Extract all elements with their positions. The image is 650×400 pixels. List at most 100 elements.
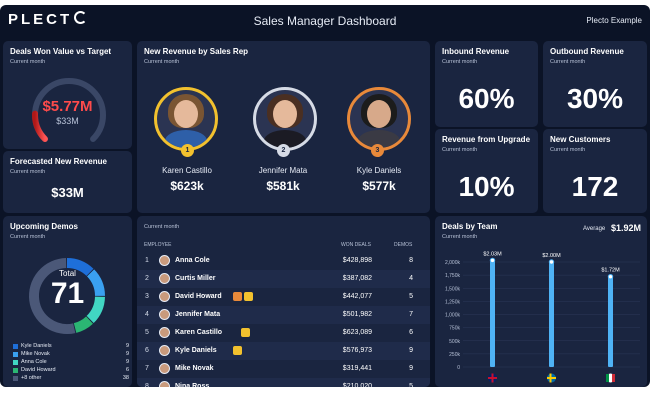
deals-won-value: $5.77M: [42, 98, 93, 115]
table-row[interactable]: 3 David Howard $442,077 5: [137, 288, 430, 306]
avatar: [159, 363, 170, 374]
avatar: [159, 381, 170, 387]
card-title: Upcoming Demos: [10, 222, 79, 231]
row-rank: 3: [145, 293, 149, 300]
legend-item: David Howard 6: [13, 367, 129, 374]
row-demos: 5: [409, 293, 413, 300]
average-value: $1.92M: [611, 223, 642, 233]
row-won-deals: $428,898: [342, 257, 372, 264]
y-tick-label: 1,500k: [445, 286, 461, 292]
y-tick-label: 500k: [449, 339, 460, 345]
tenant-name[interactable]: Plecto Example: [586, 16, 642, 25]
bar-1: [549, 262, 554, 367]
y-tick-label: 1,250k: [445, 299, 461, 305]
row-name: Jennifer Mata: [175, 311, 221, 318]
table-row[interactable]: 7 Mike Novak $319,441 9: [137, 360, 430, 378]
bar-data-label-1: $2.00M: [542, 253, 561, 259]
forecast-value: $33M: [51, 185, 84, 200]
legend-value: 9: [125, 343, 129, 349]
country-flag-icon-2: Italy: [606, 373, 615, 383]
card-subtitle: Current month: [442, 234, 478, 240]
table-row[interactable]: 2 Curtis Miller $387,082 4: [137, 270, 430, 288]
legend-swatch: [13, 344, 18, 349]
country-flag-icon-0: United Kingdom: [488, 373, 497, 383]
avatar: [159, 309, 170, 320]
forecast-card[interactable]: Forecasted New Revenue Current month $33…: [3, 151, 132, 213]
donut-slice-2: [86, 296, 105, 324]
rep-name-2: Jennifer Mata: [258, 166, 308, 175]
table-row[interactable]: 6 Kyle Daniels $576,973 9: [137, 342, 430, 360]
inbound-card[interactable]: Inbound Revenue Current month 60%: [435, 41, 538, 127]
country-flag-icon-1: Sweden: [547, 373, 556, 383]
deals-by-team-card[interactable]: Deals by Team Current month Average $1.9…: [435, 216, 647, 387]
demos-total-label: Total: [59, 269, 76, 278]
row-demos: 6: [409, 329, 413, 336]
bar-marker-1: [548, 259, 555, 265]
legend-name: David Howard: [21, 367, 56, 373]
rep-avatar-1: [154, 87, 218, 151]
donut-slice-0: [66, 258, 94, 277]
rep-value-1: $623k: [170, 179, 204, 193]
card-title: New Customers: [550, 135, 611, 144]
demos-total: 71: [50, 277, 85, 310]
card-subtitle: Current month: [144, 59, 180, 65]
deals-bar-chart: 0 250k 500k 750k 1,000k 1,250k 1,500k 1,750k 2,0…: [445, 251, 640, 383]
row-won-deals: $623,089: [342, 329, 372, 336]
average-label: Average: [583, 226, 606, 232]
rep-value-2: $581k: [266, 179, 300, 193]
bar-0: [490, 260, 495, 367]
row-name: David Howard: [175, 293, 222, 300]
upgrade-card[interactable]: Revenue from Upgrade Current month 10%: [435, 129, 538, 213]
bar-data-label-2: $1.72M: [601, 268, 620, 274]
achievement-badge-icon: [243, 292, 253, 301]
customers-card[interactable]: New Customers Current month 172: [543, 129, 647, 213]
card-title: New Revenue by Sales Rep: [144, 47, 249, 56]
legend-name: Anna Cole: [21, 359, 47, 365]
table-row[interactable]: 4 Jennifer Mata $501,982 7: [137, 306, 430, 324]
achievement-badge-icon: [232, 346, 242, 355]
top-bar: PLECT Sales Manager Dashboard Plecto Exa…: [0, 5, 650, 37]
inbound-value: 60%: [458, 83, 515, 114]
table-row[interactable]: 5 Karen Castillo $623,089 6: [137, 324, 430, 342]
table-row[interactable]: 8 Nina Ross $210,020 5: [137, 378, 430, 387]
row-rank: 7: [145, 365, 149, 372]
row-name: Mike Novak: [175, 365, 214, 372]
y-tick-label: 0: [457, 365, 460, 371]
row-rank: 1: [145, 257, 149, 264]
row-demos: 8: [409, 257, 413, 264]
row-demos: 9: [409, 365, 413, 372]
deals-won-gauge: [32, 78, 106, 143]
new-revenue-card[interactable]: New Revenue by Sales Rep Current month 1…: [137, 41, 430, 213]
donut-slice-4: [29, 258, 76, 334]
card-subtitle: Current month: [550, 147, 586, 153]
dashboard-title: Sales Manager Dashboard: [253, 14, 397, 28]
gauge-fill: [32, 110, 48, 143]
card-subtitle: Current month: [442, 147, 478, 153]
table-row[interactable]: 1 Anna Cole $428,898 8: [137, 252, 430, 270]
y-tick-label: 2,000k: [445, 260, 461, 266]
row-name: Nina Ross: [175, 383, 210, 387]
y-tick-label: 750k: [449, 326, 460, 332]
avatar: [159, 345, 170, 356]
demos-card[interactable]: Upcoming Demos Current month Total 71 Ky…: [3, 216, 132, 387]
row-demos: 9: [409, 347, 413, 354]
legend-name: +8 other: [21, 375, 42, 381]
avatar: [159, 273, 170, 284]
rank-badge-1: 1: [181, 144, 194, 157]
card-title: Inbound Revenue: [442, 47, 510, 56]
bar-marker-2: [607, 274, 614, 280]
legend-swatch: [13, 368, 18, 373]
donut-slice-3: [73, 316, 93, 333]
avatar: [159, 291, 170, 302]
bar-data-label-0: $2.03M: [483, 251, 502, 257]
outbound-card[interactable]: Outbound Revenue Current month 30%: [543, 41, 647, 127]
deals-won-card[interactable]: Deals Won Value vs Target Current month …: [3, 41, 132, 149]
row-name: Anna Cole: [175, 257, 210, 264]
legend-swatch: [13, 352, 18, 357]
y-tick-label: 250k: [449, 352, 460, 358]
customers-value: 172: [571, 171, 619, 202]
leaderboard-card[interactable]: Current month EMPLOYEE WON DEALS DEMOS 1…: [137, 216, 430, 387]
outbound-value: 30%: [566, 83, 624, 114]
rank-badge-3: 3: [371, 144, 384, 157]
row-rank: 6: [145, 347, 149, 354]
